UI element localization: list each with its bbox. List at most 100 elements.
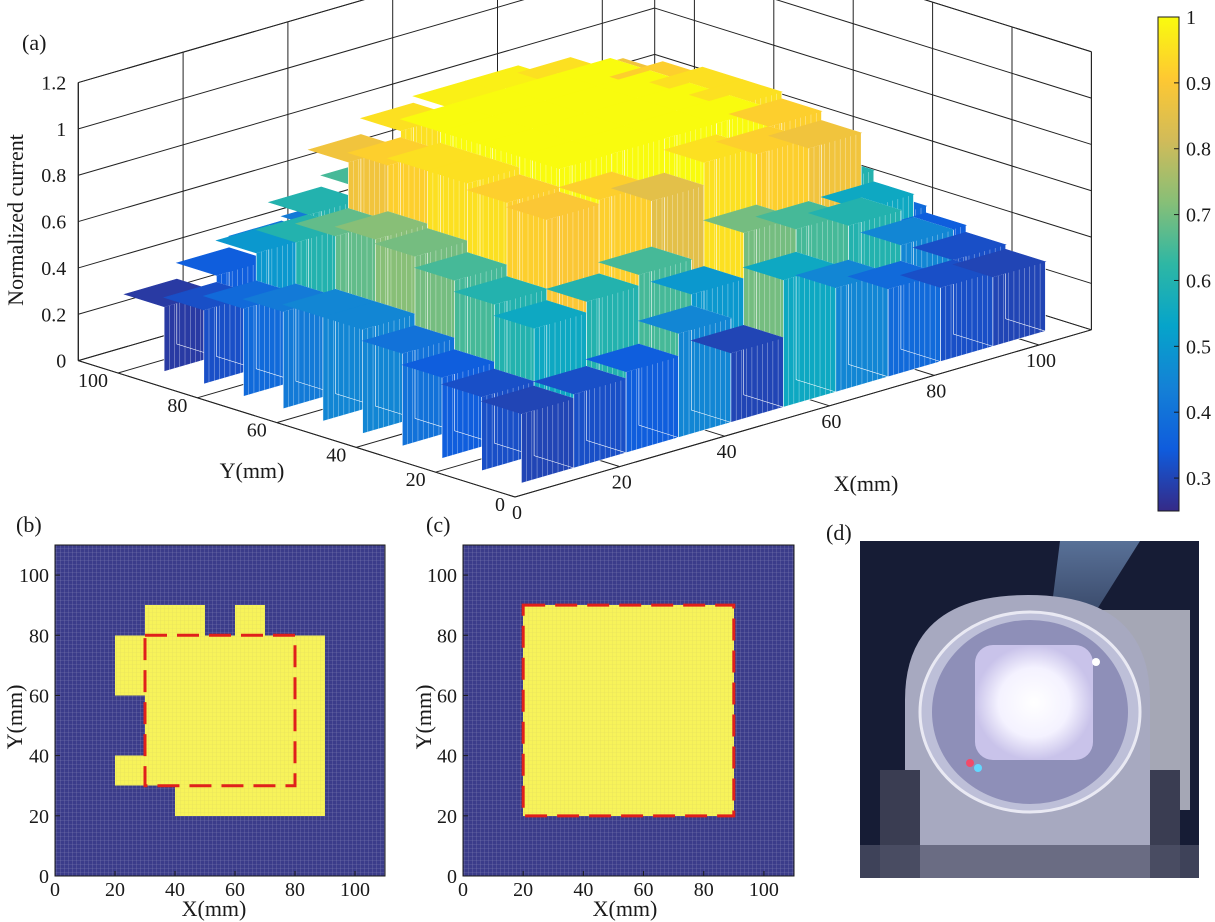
axes-box-edge	[78, 360, 516, 498]
panel-c-heatmap: (c) 0 20 40 60 80 100 0 20 40 60 80 100 X(mm) Y(mm)	[411, 512, 795, 921]
axes-box-edge	[514, 329, 1092, 498]
x-tick-label: 0	[50, 879, 60, 901]
surface-top	[860, 216, 955, 246]
panel-c-y-label: Y(mm)	[411, 685, 436, 750]
panel-a-ticks: 0 20 40 60 80 100 0 20 40 60 80 100 0 0.2 0.4 0.6 0.8 1 1.…	[41, 73, 1056, 524]
surface-top	[426, 155, 521, 184]
surface-top	[533, 365, 628, 395]
colorbar-tick-label: 0.9	[1186, 73, 1211, 95]
plot-frame	[462, 544, 795, 877]
y-axis-label: Y(mm)	[220, 458, 285, 483]
surface-top	[321, 301, 417, 330]
x-tick-label: 80	[694, 879, 714, 901]
surface-top	[598, 246, 693, 275]
surface-top	[690, 324, 785, 354]
axes-box-edge	[78, 0, 365, 84]
y-tick-label: 60	[29, 685, 49, 707]
surface-top	[374, 228, 469, 257]
x-tick-label: 0	[512, 502, 522, 524]
surface-top	[480, 385, 575, 415]
panel-b-plot: 0 20 40 60 80 100 0 20 40 60 80 100	[19, 544, 386, 901]
high-current-region-mesh	[115, 635, 325, 696]
surface-top	[466, 174, 561, 203]
x-tick-label: 80	[285, 879, 305, 901]
z-tick-label: 0.4	[41, 258, 66, 280]
x-tick-label: 40	[717, 441, 737, 463]
colorbar-tick-label: 0.3	[1186, 468, 1211, 490]
panel-a-surface-mesh	[123, 57, 1047, 484]
y-tick-label: 20	[406, 469, 426, 491]
x-tick-label: 20	[105, 879, 125, 901]
colorbar: 0.3 0.4 0.5 0.6 0.7 0.8 0.9 1	[1157, 7, 1211, 512]
high-current-region-mesh	[115, 755, 325, 786]
surface-top	[637, 305, 732, 334]
high-current-region-mesh	[145, 695, 325, 756]
target-area-outline	[521, 603, 736, 818]
y-tick-label: 100	[78, 370, 108, 392]
z-tick-label: 0.8	[41, 165, 66, 187]
y-tick-label: 40	[437, 746, 457, 768]
x-tick-label: 80	[926, 380, 946, 402]
panel-a-surface: (a) 0 20 40 60 80 100 0 20 40 60 80 100 0 0.2 0.4 0.6 0.…	[3, 0, 1092, 524]
y-tick-label: 100	[427, 565, 457, 587]
surface-top	[610, 172, 706, 202]
colorbar-tick-label: 0.8	[1186, 139, 1211, 161]
y-tick-label: 20	[437, 806, 457, 828]
y-tick-label: 80	[29, 625, 49, 647]
surface-top	[175, 247, 270, 276]
panel-b-heatmap: (b) 0 20 40 60 80 100 0 20 40 60 80 100 X(mm) Y(mm)	[2, 512, 386, 921]
colorbar-tick-label: 0.6	[1186, 270, 1211, 292]
photo-led-3	[1092, 658, 1100, 666]
colorbar-tick-label: 0.5	[1186, 336, 1211, 358]
z-tick-label: 0.6	[41, 212, 66, 234]
surface-top	[650, 266, 745, 295]
surface-top	[952, 248, 1047, 278]
axes-box-edge	[924, 0, 1092, 53]
y-tick-label: 80	[437, 625, 457, 647]
x-tick-label: 40	[573, 879, 593, 901]
x-tick-label: 60	[225, 879, 245, 901]
surface-top	[267, 186, 362, 215]
z-tick-label: 0	[56, 351, 66, 373]
surface-top	[728, 98, 823, 127]
z-tick-label: 0.2	[41, 304, 66, 326]
high-current-region-mesh	[523, 605, 734, 816]
z-axis-label: Normalized current	[3, 134, 28, 306]
panel-a-label: (a)	[22, 30, 46, 55]
x-axis-label: X(mm)	[834, 471, 899, 496]
x-tick-label: 40	[165, 879, 185, 901]
y-tick-label: 40	[326, 444, 346, 466]
x-tick-label: 20	[513, 879, 533, 901]
panel-c-label: (c)	[426, 512, 450, 537]
panel-c-plot: 0 20 40 60 80 100 0 20 40 60 80 100	[427, 544, 795, 901]
colorbar-tick-label: 0.4	[1186, 402, 1211, 424]
photo-table	[860, 845, 1199, 878]
colorbar-bar	[1157, 16, 1180, 512]
x-tick-label: 60	[821, 411, 841, 433]
y-tick-label: 60	[247, 420, 267, 442]
surface-top	[912, 231, 1007, 261]
x-tick-label: 20	[612, 472, 632, 494]
x-tick-label: 100	[340, 879, 370, 901]
y-tick-label: 100	[19, 565, 49, 587]
y-tick-label: 0	[447, 866, 457, 888]
x-tick-label: 100	[749, 879, 779, 901]
surface-top	[440, 368, 536, 398]
y-tick-label: 0	[39, 866, 49, 888]
surface-top	[493, 300, 588, 329]
y-tick-label: 80	[167, 395, 187, 417]
panel-c-x-label: X(mm)	[593, 896, 658, 921]
surface-top	[545, 273, 640, 302]
surface-top	[767, 120, 863, 149]
panel-d-label: (d)	[826, 520, 852, 545]
panel-d-photo: (d)	[826, 520, 1199, 878]
back-wall-grid-line	[78, 0, 525, 130]
z-tick-label: 1	[56, 119, 66, 141]
colorbar-tick-label: 0.7	[1186, 205, 1211, 227]
y-tick-label: 0	[495, 494, 505, 516]
y-tick-label: 40	[29, 746, 49, 768]
surface-top	[413, 252, 509, 281]
surface-top	[361, 325, 456, 354]
